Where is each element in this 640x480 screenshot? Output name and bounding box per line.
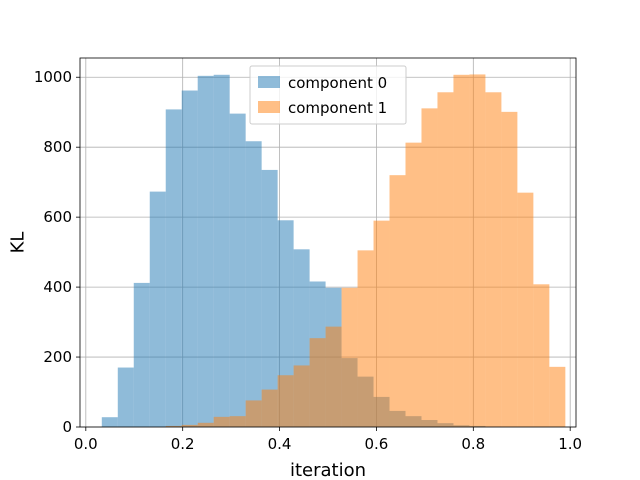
bar-series-0-bin-5: [181, 90, 198, 428]
bar-series-1-bin-6: [261, 389, 278, 427]
chart-legend: component 0 component 1: [249, 65, 407, 125]
bar-series-1-bin-0: [165, 425, 182, 427]
bar-series-1-bin-3: [213, 416, 230, 427]
bar-series-1-bin-22: [517, 192, 534, 427]
legend-swatch-component-1: [258, 101, 280, 113]
bar-series-1-bin-2: [197, 422, 214, 427]
y-tick-label: 600: [43, 208, 72, 226]
x-tick-label: 0.4: [268, 435, 292, 453]
x-axis-label: iteration: [290, 460, 366, 480]
bar-series-0-bin-1: [117, 367, 134, 427]
bar-series-1-bin-19: [469, 74, 486, 427]
y-tick-label: 1000: [34, 68, 72, 86]
bar-series-0-bin-3: [149, 191, 166, 427]
bar-series-1-bin-18: [453, 74, 470, 427]
histogram-bars: [101, 74, 566, 428]
y-tick-label: 400: [43, 278, 72, 296]
bar-series-0-bin-7: [213, 74, 230, 427]
bar-series-1-bin-23: [533, 284, 550, 427]
bar-series-1-bin-7: [277, 375, 294, 427]
bar-series-0-bin-6: [197, 75, 214, 427]
bar-series-1-bin-15: [405, 142, 422, 428]
bar-series-0-bin-2: [133, 282, 150, 427]
bar-series-1-bin-9: [309, 338, 326, 427]
bar-series-1-bin-11: [341, 287, 358, 427]
bar-series-1-bin-17: [437, 92, 454, 427]
bar-series-0-bin-10: [261, 169, 278, 427]
x-tick-label: 0.2: [171, 435, 195, 453]
bar-series-1-bin-10: [325, 326, 342, 427]
x-tick-label: 0.8: [461, 435, 485, 453]
bar-series-1-bin-8: [293, 365, 310, 427]
x-tick-label: 0.0: [74, 435, 98, 453]
bar-series-1-bin-4: [229, 416, 246, 427]
bar-series-0-bin-9: [245, 141, 262, 428]
bar-series-1-bin-24: [549, 366, 566, 427]
axis-ticks: 0.0 0.2 0.4 0.6 0.8 1.0 0 200 400 600 800 1000: [34, 68, 582, 453]
bar-series-0-bin-0: [101, 417, 118, 427]
y-tick-label: 0: [62, 418, 72, 436]
y-tick-label: 800: [43, 138, 72, 156]
bar-series-1-bin-20: [485, 92, 502, 427]
bar-series-0-bin-8: [229, 113, 246, 428]
x-tick-label: 1.0: [558, 435, 582, 453]
y-tick-label: 200: [43, 348, 72, 366]
legend-label-component-1: component 1: [288, 99, 387, 117]
legend-box: [249, 65, 407, 125]
bar-series-1-bin-16: [421, 108, 438, 427]
bar-series-1-bin-14: [389, 175, 406, 427]
bar-series-1-bin-1: [181, 424, 198, 427]
x-tick-label: 0.6: [365, 435, 389, 453]
legend-swatch-component-0: [258, 76, 280, 88]
legend-label-component-0: component 0: [288, 74, 387, 92]
bar-series-1-bin-5: [245, 400, 262, 427]
bar-series-0-bin-4: [165, 109, 182, 428]
plot-frame: [79, 57, 577, 428]
bar-series-1-bin-21: [501, 111, 518, 427]
bar-series-1-bin-12: [357, 250, 374, 427]
bar-series-1-bin-13: [373, 220, 390, 427]
y-axis-label: KL: [8, 232, 29, 254]
